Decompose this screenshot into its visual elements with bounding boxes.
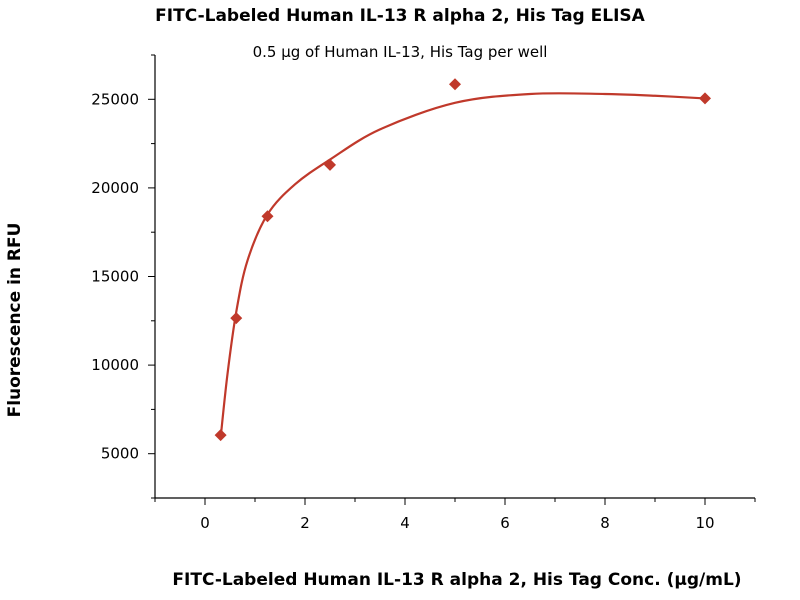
y-tick-label: 15000 (91, 268, 139, 286)
data-point (699, 92, 711, 105)
fit-curve (219, 92, 706, 438)
y-tick-label: 25000 (91, 90, 139, 108)
chart-subtitle: 0.5 μg of Human IL-13, His Tag per well (252, 43, 548, 61)
data-point (324, 158, 336, 171)
data-point (230, 312, 243, 325)
x-axis-label: FITC-Labeled Human IL-13 R alpha 2, His … (172, 570, 741, 590)
y-tick-label: 10000 (91, 356, 139, 374)
x-ticks: 0 2 4 6 8 10 (154, 498, 756, 532)
x-tick-label: 4 (400, 514, 410, 532)
chart-title: FITC-Labeled Human IL-13 R alpha 2, His … (155, 6, 645, 26)
y-tick-label: 5000 (101, 445, 139, 463)
data-point (449, 78, 461, 91)
x-tick-label: 2 (300, 514, 310, 532)
data-point (214, 429, 227, 442)
data-markers (214, 78, 711, 442)
x-tick-label: 6 (500, 514, 510, 532)
y-axis-label: Fluorescence in RFU (5, 223, 25, 418)
y-ticks: 5000 10000 15000 20000 25000 (91, 54, 155, 499)
data-point (261, 210, 274, 223)
x-tick-label: 8 (600, 514, 610, 532)
x-tick-label: 10 (695, 514, 714, 532)
y-tick-label: 20000 (91, 179, 139, 197)
x-tick-label: 0 (200, 514, 210, 532)
